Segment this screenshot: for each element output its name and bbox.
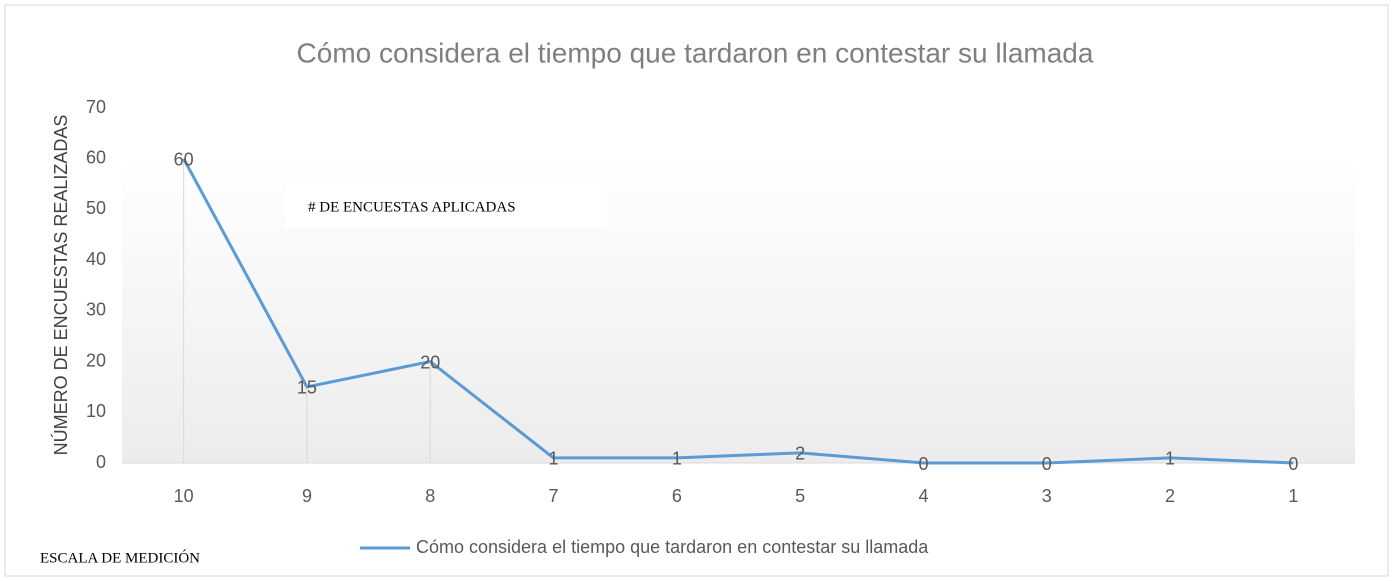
y-tick-label: 30: [86, 300, 106, 320]
y-axis-label: NÚMERO DE ENCUESTAS REALIZADAS: [50, 115, 71, 456]
data-label: 0: [1042, 454, 1052, 474]
x-tick-label: 1: [1288, 486, 1298, 506]
data-label: 0: [918, 454, 928, 474]
data-label: 15: [297, 378, 317, 398]
x-tick-label: 4: [918, 486, 928, 506]
chart-title: Cómo considera el tiempo que tardaron en…: [297, 37, 1094, 68]
annotation-box: [285, 185, 607, 228]
y-tick-label: 20: [86, 350, 106, 370]
data-label: 60: [174, 149, 194, 169]
legend-label: Cómo considera el tiempo que tardaron en…: [416, 537, 929, 557]
y-tick-label: 70: [86, 97, 106, 117]
x-tick-label: 2: [1165, 486, 1175, 506]
data-label: 2: [795, 444, 805, 464]
data-label: 1: [549, 449, 559, 469]
y-tick-label: 40: [86, 249, 106, 269]
x-tick-label: 5: [795, 486, 805, 506]
data-label: 20: [420, 352, 440, 372]
y-tick-label: 10: [86, 401, 106, 421]
annotation: # DE ENCUESTAS APLICADAS: [308, 199, 516, 215]
x-tick-label: 8: [425, 486, 435, 506]
x-tick-label: 7: [549, 486, 559, 506]
x-axis-label: ESCALA DE MEDICIÓN: [40, 549, 200, 566]
x-tick-label: 10: [174, 486, 194, 506]
y-tick-label: 0: [96, 452, 106, 472]
data-line: [182, 158, 1294, 465]
y-tick-label: 60: [86, 147, 106, 167]
x-tick-label: 3: [1042, 486, 1052, 506]
data-label: 1: [1165, 449, 1175, 469]
y-tick-label: 50: [86, 198, 106, 218]
data-label: 1: [672, 449, 682, 469]
x-tick-label: 6: [672, 486, 682, 506]
x-tick-label: 9: [302, 486, 312, 506]
data-label: 0: [1288, 454, 1298, 474]
